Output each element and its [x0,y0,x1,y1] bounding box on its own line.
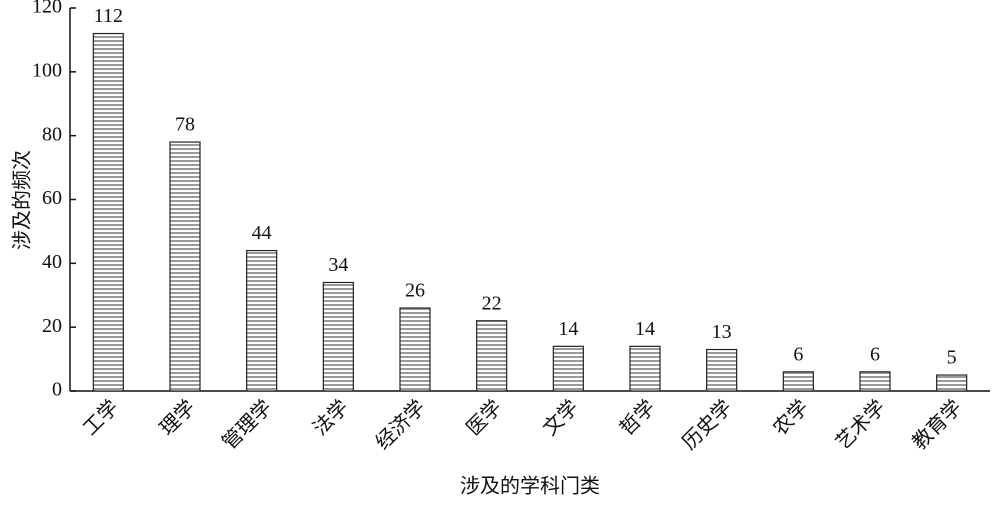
value-label: 14 [635,318,655,340]
value-label: 26 [405,280,425,302]
value-label: 13 [712,321,732,343]
y-axis-label: 涉及的频次 [11,150,34,250]
value-label: 112 [94,5,123,27]
x-tick-label: 医学 [462,396,507,441]
y-tick-label: 40 [42,251,62,273]
x-tick-label: 法学 [309,396,354,441]
y-tick-label: 60 [42,187,62,209]
value-label: 44 [252,222,272,244]
x-tick-label: 农学 [769,396,814,441]
bar [476,320,508,392]
x-tick-label: 工学 [79,396,124,441]
value-label: 5 [947,347,957,369]
y-tick-label: 100 [32,59,62,81]
bar [552,345,584,392]
bar [936,374,968,392]
value-label: 78 [175,114,195,136]
bar [782,371,814,392]
y-tick-label: 20 [42,315,62,337]
bar [399,307,431,392]
x-tick-label: 艺术学 [831,396,890,455]
x-axis-label: 涉及的学科门类 [460,475,600,498]
bar [169,141,201,392]
x-tick-label: 哲学 [615,396,660,441]
bar [246,249,278,392]
bar [706,348,738,392]
bar [322,281,354,392]
value-label: 14 [558,318,578,340]
value-label: 22 [482,292,502,314]
y-tick-label: 80 [42,123,62,145]
bar [92,32,124,392]
y-tick-label: 0 [52,379,62,401]
bar [859,371,891,392]
value-label: 6 [793,343,803,365]
x-tick-label: 理学 [155,396,200,441]
x-tick-label: 历史学 [678,396,737,455]
x-tick-label: 文学 [539,396,584,441]
value-label: 34 [328,254,348,276]
y-tick-label: 120 [32,0,62,18]
value-label: 6 [870,343,880,365]
x-tick-label: 经济学 [371,396,430,455]
x-tick-label: 管理学 [218,396,277,455]
bar [629,345,661,392]
x-tick-label: 教育学 [908,396,967,455]
